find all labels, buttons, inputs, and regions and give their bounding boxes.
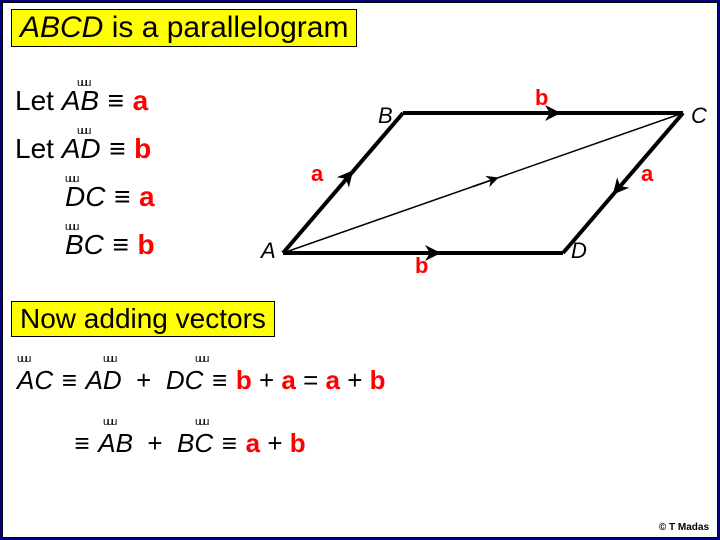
side-b-bottom: b: [415, 253, 428, 279]
side-a-right: a: [641, 161, 653, 187]
equation-ab-bc: ≡ AB + BC ≡ a + b: [73, 428, 306, 459]
vertex-b: B: [378, 103, 393, 129]
copyright-text: © T Madas: [659, 522, 709, 533]
vec-a-1: a: [133, 85, 149, 116]
let-ab: uuu Let AB ≡ a: [15, 83, 148, 117]
vertex-d: D: [571, 238, 587, 264]
let-ad: uuu Let AD ≡ b: [15, 131, 151, 165]
over-dots-ab2: uuu: [103, 416, 115, 428]
title-abcd: ABCD: [20, 11, 103, 44]
parallelogram-svg: [263, 83, 703, 273]
vec-b-1: b: [134, 133, 151, 164]
now-box: Now adding vectors: [11, 301, 275, 337]
equiv-2: ≡: [108, 133, 126, 165]
parallelogram-diagram: B C A D a a b b: [263, 83, 703, 273]
side-a-left: a: [311, 161, 323, 187]
over-dots-dc: uuu: [195, 353, 207, 365]
equiv-4: ≡: [112, 229, 130, 261]
eq-dc: uuu DC ≡ a: [65, 179, 155, 213]
now-text: Now adding vectors: [20, 303, 266, 334]
vertex-a: A: [261, 238, 276, 264]
equiv-3: ≡: [113, 181, 131, 213]
title-box: ABCD is a parallelogram: [11, 9, 357, 47]
title-rest: is a parallelogram: [103, 11, 348, 44]
over-dots-ad: uuu: [103, 353, 115, 365]
slide-frame: ABCD is a parallelogram uuu Let AB ≡ a u…: [2, 2, 718, 538]
equation-ac-sum: AC ≡ AD + DC ≡ b + a = a + b: [17, 365, 386, 396]
vec-a-2: a: [139, 181, 155, 212]
vertex-c: C: [691, 103, 707, 129]
vec-b-2: b: [137, 229, 154, 260]
over-dots-bc2: uuu: [195, 416, 207, 428]
eq-bc: uuu BC ≡ b: [65, 227, 155, 261]
over-dots-ac: uuu: [17, 353, 29, 365]
side-b-top: b: [535, 85, 548, 111]
equiv-1: ≡: [107, 85, 125, 117]
